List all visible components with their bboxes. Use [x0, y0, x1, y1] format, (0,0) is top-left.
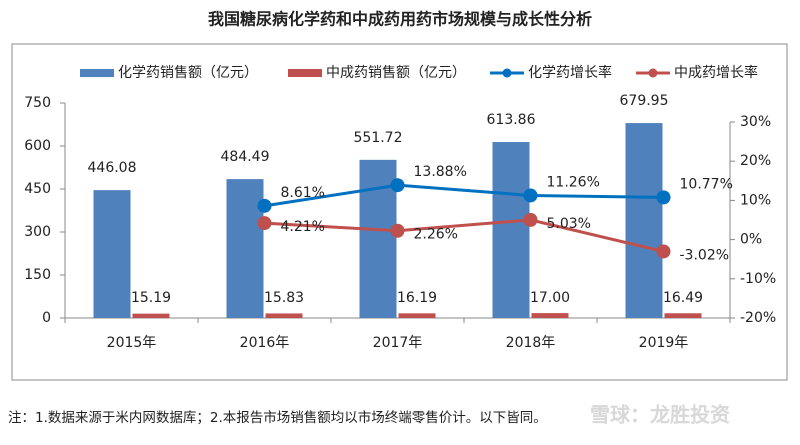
line-marker — [656, 190, 671, 205]
legend-swatch — [288, 69, 322, 77]
value-label: 484.49 — [221, 149, 270, 165]
chart-frame — [11, 43, 788, 381]
y-tick-label: 450 — [24, 181, 51, 197]
value-label: 613.86 — [487, 112, 536, 128]
y-tick-label: 600 — [24, 138, 51, 154]
y2-tick-label: 10% — [740, 192, 771, 208]
x-tick-label: 2018年 — [506, 335, 556, 351]
value-label: 4.21% — [281, 219, 325, 235]
value-label: -3.02% — [680, 247, 730, 263]
value-label: 17.00 — [530, 290, 570, 306]
line-marker — [656, 244, 671, 259]
bar — [226, 179, 264, 318]
footnote: 注：1.数据来源于米内网数据库；2.本报告市场销售额均以市场终端零售价计。以下皆… — [8, 409, 547, 426]
watermark: 雪球：龙胜投资 — [590, 403, 730, 427]
bar — [93, 190, 131, 318]
value-label: 10.77% — [680, 176, 733, 192]
value-label: 13.88% — [414, 164, 467, 180]
value-label: 15.83 — [264, 290, 304, 306]
x-tick-label: 2015年 — [107, 335, 157, 351]
legend-label: 中成药销售额（亿元） — [326, 65, 466, 81]
y-tick-label: 150 — [24, 267, 51, 283]
line — [264, 183, 664, 208]
legend-marker — [648, 68, 658, 78]
line-marker — [523, 188, 538, 203]
value-label: 551.72 — [354, 130, 403, 146]
line-marker — [390, 178, 405, 193]
y2-tick-label: -20% — [740, 310, 776, 326]
value-label: 15.19 — [131, 290, 171, 306]
legend-label: 中成药增长率 — [674, 64, 758, 81]
value-label: 11.26% — [547, 174, 600, 190]
value-label: 16.49 — [663, 290, 703, 306]
line-marker — [257, 198, 272, 213]
line-marker — [257, 216, 272, 231]
legend-label: 化学药增长率 — [528, 64, 612, 81]
value-label: 8.61% — [281, 185, 325, 201]
value-label: 16.19 — [397, 290, 437, 306]
y2-tick-label: -10% — [740, 271, 776, 287]
y2-tick-label: 30% — [740, 114, 771, 130]
value-label: 679.95 — [620, 93, 669, 109]
bar — [398, 313, 436, 318]
y-tick-label: 750 — [24, 95, 51, 111]
y-tick-label: 0 — [42, 310, 51, 326]
value-label: 2.26% — [414, 227, 458, 243]
y2-tick-label: 0% — [740, 232, 762, 248]
bar — [664, 313, 702, 318]
y-tick-label: 300 — [24, 224, 51, 240]
bar — [132, 313, 170, 318]
x-tick-label: 2019年 — [639, 335, 689, 351]
bar — [265, 313, 303, 318]
x-tick-label: 2016年 — [240, 335, 290, 351]
chart-title: 我国糖尿病化学药和中成药用药市场规模与成长性分析 — [208, 10, 592, 29]
bar — [492, 142, 530, 318]
legend-label: 化学药销售额（亿元） — [118, 65, 258, 81]
value-label: 446.08 — [88, 160, 137, 176]
y2-tick-label: 20% — [740, 153, 771, 169]
bar — [625, 123, 663, 319]
line-marker — [523, 212, 538, 227]
line — [264, 218, 664, 253]
value-label: 5.03% — [547, 216, 591, 232]
legend-marker — [502, 68, 512, 78]
bar — [531, 313, 569, 318]
line-marker — [390, 223, 405, 238]
legend-swatch — [80, 69, 114, 77]
x-tick-label: 2017年 — [373, 335, 423, 351]
